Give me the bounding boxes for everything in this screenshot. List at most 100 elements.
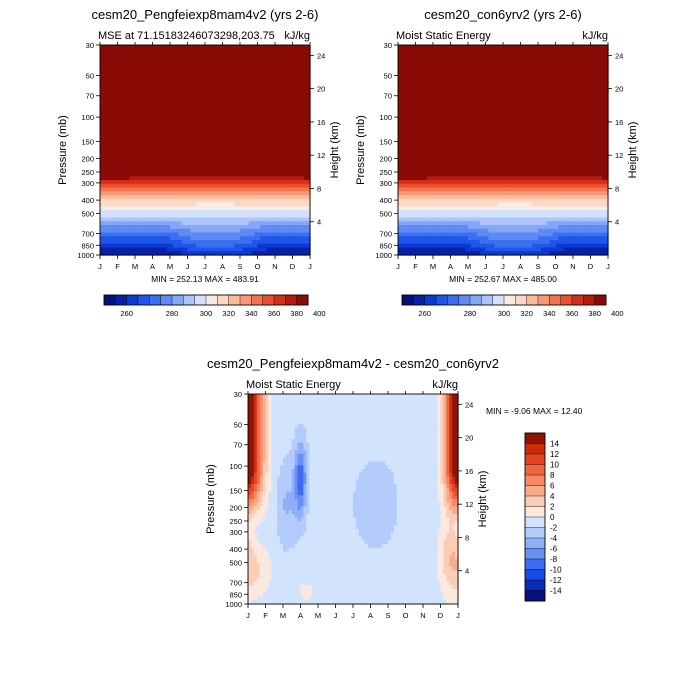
field-cell — [132, 168, 136, 174]
field-cell — [146, 240, 151, 245]
field-cell — [152, 97, 157, 102]
field-cell — [111, 45, 116, 50]
field-cell — [143, 127, 148, 132]
field-cell — [117, 127, 122, 132]
field-cell — [105, 240, 110, 245]
field-cell — [105, 48, 110, 54]
field-cell — [114, 183, 119, 189]
field-cell — [111, 135, 116, 140]
field-cell — [158, 165, 162, 170]
field-cell — [164, 112, 168, 117]
field-cell — [108, 75, 113, 80]
field-cell — [158, 120, 162, 125]
height-tick-label: 24 — [317, 51, 325, 60]
field-cell — [126, 123, 130, 129]
field-cell — [114, 93, 119, 99]
month-tick-label: J — [203, 262, 207, 271]
field-cell — [117, 60, 122, 65]
field-cell — [152, 243, 157, 249]
field-cell — [102, 236, 107, 241]
field-cell — [135, 180, 139, 185]
field-cell — [158, 78, 162, 84]
field-cell — [108, 161, 113, 166]
field-cell — [114, 176, 119, 181]
field-cell — [152, 236, 157, 241]
field-cell — [161, 157, 165, 162]
field-cell — [135, 146, 139, 151]
field-cell — [164, 236, 168, 241]
field-cell — [158, 217, 162, 222]
field-cell — [155, 240, 159, 245]
field-cell — [149, 97, 154, 102]
field-cell — [111, 78, 116, 84]
field-cell — [120, 217, 124, 222]
field-cell — [161, 247, 165, 252]
field-cell — [149, 168, 154, 174]
field-cell — [149, 153, 154, 159]
field-cell — [135, 108, 139, 114]
field-cell — [129, 93, 133, 99]
field-cell — [158, 138, 162, 144]
field-cell — [105, 93, 110, 99]
field-cell — [114, 210, 119, 215]
field-cell — [158, 251, 162, 256]
field-cell — [164, 217, 168, 222]
field-cell — [108, 138, 113, 144]
field-cell — [143, 198, 148, 204]
field-cell — [132, 183, 136, 189]
field-cell — [102, 63, 107, 69]
field-cell — [164, 52, 168, 57]
field-cell — [105, 67, 110, 72]
field-cell — [100, 232, 104, 237]
field-cell — [149, 101, 154, 106]
field-cell — [117, 78, 122, 84]
field-cell — [152, 90, 157, 95]
field-cell — [137, 202, 142, 207]
field-cell — [120, 168, 124, 174]
field-cell — [137, 217, 142, 222]
field-cell — [108, 82, 113, 87]
field-cell — [117, 86, 122, 91]
field-cell — [100, 240, 104, 245]
field-cell — [149, 138, 154, 144]
field-cell — [123, 217, 127, 222]
field-cell — [120, 172, 124, 177]
field-cell — [164, 240, 168, 245]
field-cell — [152, 168, 157, 174]
field-cell — [135, 217, 139, 222]
field-cell — [158, 108, 162, 114]
field-cell — [167, 127, 171, 132]
field-cell — [117, 48, 122, 54]
field-cell — [114, 225, 119, 230]
pressure-tick-label: 200 — [81, 155, 94, 164]
field-cell — [167, 172, 171, 177]
field-cell — [129, 123, 133, 129]
field-cell — [158, 142, 162, 147]
field-cell — [167, 75, 171, 80]
field-cell — [152, 101, 157, 106]
field-cell — [111, 82, 116, 87]
field-cell — [140, 135, 145, 140]
field-cell — [137, 63, 142, 69]
field-cell — [117, 71, 122, 76]
field-cell — [161, 105, 165, 110]
field-cell — [114, 247, 119, 252]
field-cell — [132, 228, 136, 234]
field-cell — [102, 225, 107, 230]
field-cell — [137, 146, 142, 151]
field-cell — [123, 131, 127, 136]
field-cell — [146, 150, 151, 155]
field-cell — [161, 116, 165, 121]
field-cell — [120, 202, 124, 207]
field-cell — [105, 251, 110, 256]
field-cell — [117, 142, 122, 147]
field-cell — [155, 90, 159, 95]
field-cell — [111, 67, 116, 72]
field-cell — [149, 63, 154, 69]
field-cell — [132, 101, 136, 106]
field-cell — [108, 97, 113, 102]
field-cell — [158, 161, 162, 166]
field-cell — [155, 86, 159, 91]
field-cell — [132, 198, 136, 204]
field-cell — [126, 161, 130, 166]
